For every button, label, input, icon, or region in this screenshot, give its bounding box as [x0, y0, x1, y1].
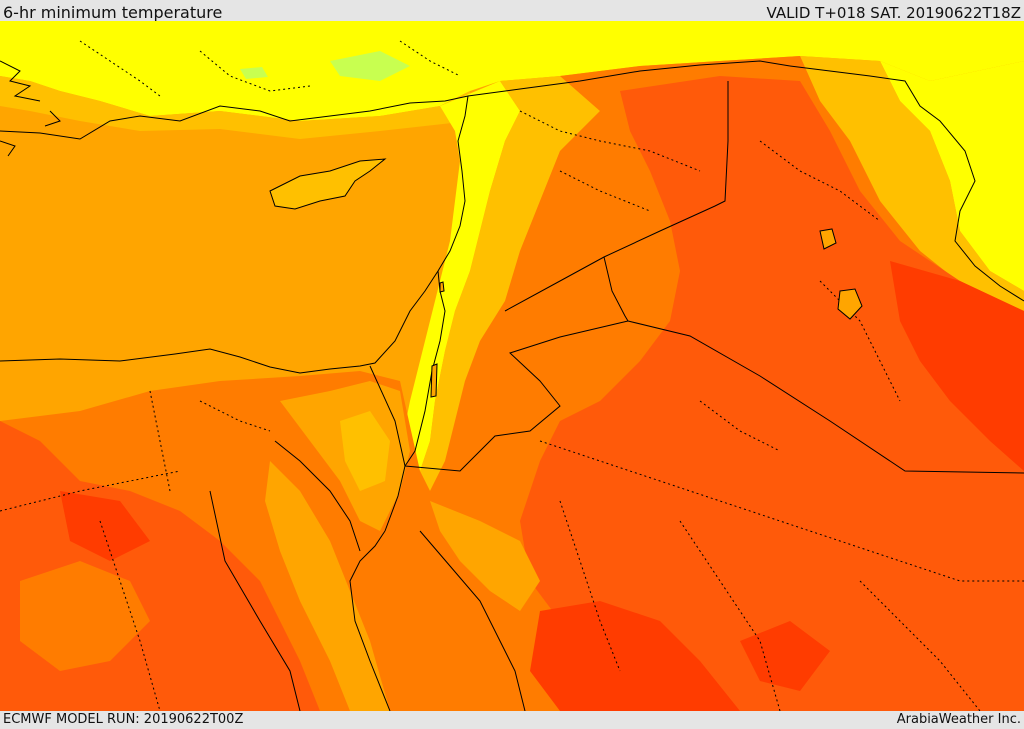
levant-yellow-zone: [400, 81, 520, 491]
turkey-yellow-zone: [0, 21, 1024, 121]
ne-yellow-zone: [880, 61, 1024, 291]
credit-label: ArabiaWeather Inc.: [896, 712, 1021, 727]
sinai-yellow-patch: [340, 411, 390, 491]
coast-amber-zone: [430, 501, 540, 611]
iraq-deep-red-zone: [890, 261, 1024, 471]
saudi-deep-red-zone: [530, 601, 740, 711]
iraq-red-orange-zone: [520, 76, 1024, 711]
admin-boundaries: [0, 40, 1024, 711]
se-deep-red-zone: [740, 621, 830, 691]
dead-sea: [430, 363, 438, 398]
map-canvas: [0, 21, 1024, 711]
coastline-south: [0, 95, 469, 374]
iraq-lake-2: [819, 228, 837, 250]
footer-bar: ECMWF MODEL RUN: 20190622T00Z ArabiaWeat…: [0, 711, 1024, 729]
sahara-orange-patch: [20, 561, 150, 671]
header-bar: 6-hr minimum temperature VALID T+018 SAT…: [0, 0, 1024, 21]
iraq-lake: [837, 288, 863, 320]
model-run-label: ECMWF MODEL RUN: 20190622T00Z: [3, 712, 244, 727]
redsea-amber-zone: [265, 461, 390, 711]
cyprus-island: [269, 158, 387, 210]
valid-time: VALID T+018 SAT. 20190622T18Z: [766, 4, 1021, 21]
map-title: 6-hr minimum temperature: [3, 3, 223, 21]
temperature-map[interactable]: [0, 21, 1024, 711]
coastline-turkey: [0, 95, 469, 140]
turkey-amber-zone: [0, 76, 470, 139]
green-patch-1: [330, 51, 410, 81]
green-patch-2: [240, 67, 268, 79]
egypt-deep-red-zone: [60, 491, 150, 561]
aegean-islands: [0, 60, 61, 157]
levant-amber-zone: [420, 76, 600, 491]
ne-amber-zone: [800, 56, 1024, 321]
country-borders: [209, 60, 1024, 711]
lake-tiberias: [439, 281, 445, 293]
